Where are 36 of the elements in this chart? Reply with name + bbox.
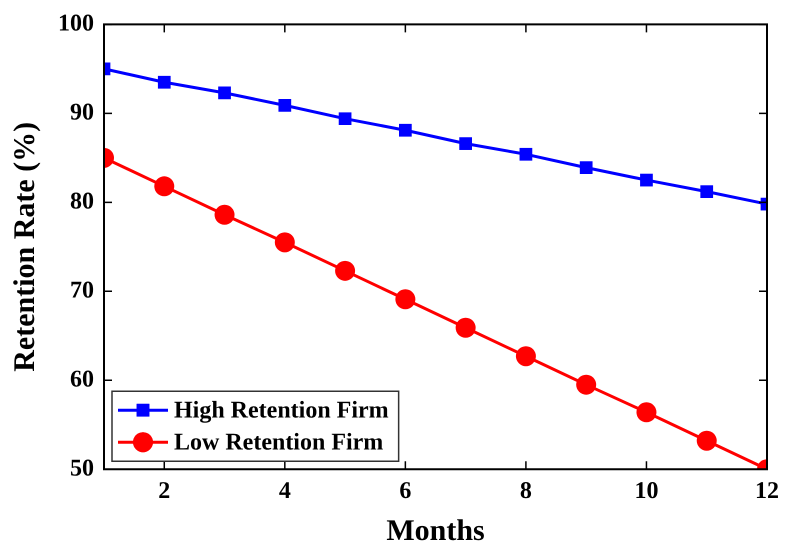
point [214, 204, 235, 225]
x-tick-label: 6 [399, 478, 412, 504]
point [696, 430, 717, 451]
legend-label: Low Retention Firm [174, 429, 384, 456]
y-axis-title: Retention Rate (%) [8, 122, 41, 372]
point [399, 124, 412, 137]
x-tick-label: 8 [520, 478, 532, 504]
x-tick-label: 10 [634, 478, 658, 504]
point [154, 176, 174, 196]
point [335, 260, 356, 281]
point [395, 289, 416, 310]
y-tick-label: 80 [70, 188, 94, 215]
y-tick-label: 100 [58, 10, 94, 37]
legend-label: High Retention Firm [174, 397, 389, 424]
point [636, 402, 656, 422]
y-tick-label: 70 [70, 277, 94, 304]
y-tick-label: 60 [70, 366, 94, 392]
x-tick-label: 12 [755, 478, 779, 504]
point [456, 318, 476, 338]
x-axis-title: Months [386, 514, 485, 547]
point [338, 112, 352, 126]
point [640, 174, 653, 186]
point [158, 76, 171, 89]
point [218, 86, 231, 100]
point [516, 346, 536, 366]
x-tick-label: 2 [158, 478, 170, 504]
x-tick-label: 4 [278, 478, 291, 504]
point [700, 185, 714, 198]
point [520, 148, 532, 161]
y-tick-label: 90 [70, 100, 94, 126]
point [576, 374, 596, 395]
point [278, 98, 292, 112]
point [459, 137, 472, 150]
y-tick-label: 50 [70, 455, 94, 482]
point [274, 232, 295, 252]
point [580, 161, 593, 174]
